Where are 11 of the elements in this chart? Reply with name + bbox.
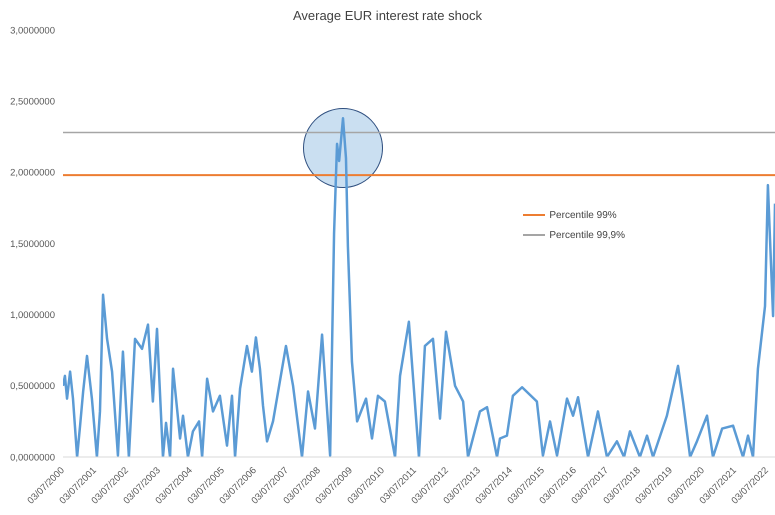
y-tick-label: 1,0000000 bbox=[10, 310, 55, 322]
y-tick-label: 0,0000000 bbox=[10, 452, 55, 464]
y-tick-label: 2,0000000 bbox=[10, 168, 55, 179]
legend-label: Percentile 99,9% bbox=[549, 230, 625, 240]
legend-label: Percentile 99% bbox=[549, 210, 617, 220]
line-series bbox=[63, 116, 775, 457]
chart-title: Average EUR interest rate shock bbox=[292, 8, 484, 23]
y-tick-label: 2,5000000 bbox=[10, 96, 55, 108]
y-tick-label: 3,0000000 bbox=[10, 25, 55, 36]
y-tick-label: 1,5000000 bbox=[10, 238, 55, 250]
y-tick-label: 0,5000000 bbox=[10, 381, 55, 392]
